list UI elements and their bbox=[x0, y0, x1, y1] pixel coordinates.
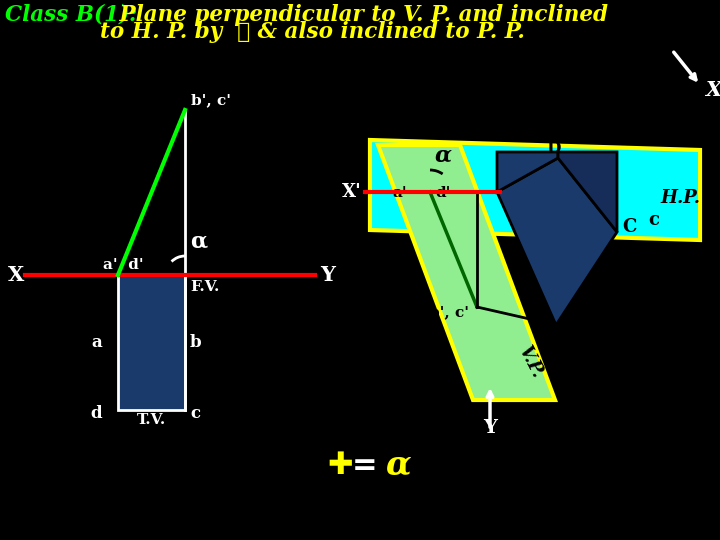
Text: =: = bbox=[352, 450, 378, 480]
Text: α: α bbox=[435, 145, 452, 167]
Text: c: c bbox=[190, 405, 200, 422]
Text: b', c': b', c' bbox=[191, 93, 231, 107]
Text: a: a bbox=[430, 116, 441, 134]
Text: C: C bbox=[622, 218, 636, 236]
Text: A: A bbox=[500, 184, 513, 201]
Text: a: a bbox=[91, 334, 102, 351]
Text: Y: Y bbox=[483, 419, 497, 437]
Text: X': X' bbox=[342, 183, 362, 201]
Polygon shape bbox=[378, 145, 555, 400]
Polygon shape bbox=[558, 152, 617, 232]
Text: H.P.: H.P. bbox=[660, 189, 700, 207]
Polygon shape bbox=[370, 140, 700, 240]
Text: α: α bbox=[385, 449, 411, 482]
Text: X: X bbox=[705, 80, 720, 100]
Text: Class B(1):: Class B(1): bbox=[5, 4, 138, 26]
Text: b', c': b', c' bbox=[429, 305, 469, 319]
Text: a': a' bbox=[392, 186, 407, 200]
Text: α: α bbox=[190, 231, 207, 253]
Polygon shape bbox=[497, 152, 558, 192]
Text: d: d bbox=[500, 91, 513, 109]
Text: T.V.: T.V. bbox=[137, 413, 166, 427]
Text: d: d bbox=[91, 405, 102, 422]
Text: to H. P. by  ✙ & also inclined to P. P.: to H. P. by ✙ & also inclined to P. P. bbox=[100, 21, 525, 43]
Text: Y: Y bbox=[320, 265, 335, 285]
Text: d': d' bbox=[435, 186, 451, 200]
Text: Plane perpendicular to V. P. and inclined: Plane perpendicular to V. P. and incline… bbox=[112, 4, 608, 26]
Text: B: B bbox=[561, 314, 576, 332]
Text: ✚: ✚ bbox=[328, 450, 353, 480]
Text: V.P.: V.P. bbox=[514, 343, 546, 381]
Polygon shape bbox=[497, 158, 617, 325]
Text: F.V.: F.V. bbox=[190, 280, 220, 294]
Text: b: b bbox=[190, 334, 202, 351]
Text: D: D bbox=[546, 140, 560, 157]
Bar bbox=[118, 275, 185, 410]
Text: c: c bbox=[648, 211, 659, 229]
Text: X: X bbox=[8, 265, 24, 285]
Text: ✚: ✚ bbox=[570, 170, 590, 194]
Text: a', d': a', d' bbox=[103, 257, 143, 271]
